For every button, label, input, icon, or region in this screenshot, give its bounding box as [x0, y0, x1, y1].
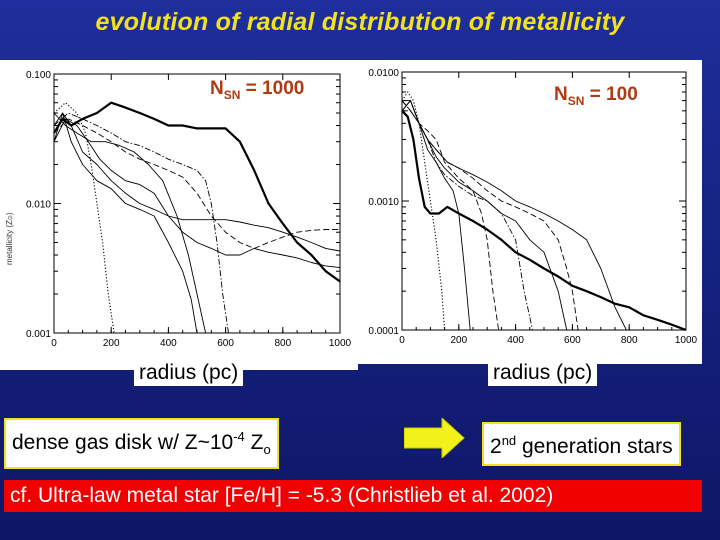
x-axis-label-left: radius (pc) [134, 360, 244, 386]
y-tick-label: 0.001 [26, 329, 51, 340]
slide-title: evolution of radial distribution of meta… [95, 8, 625, 36]
x-tick-label: 800 [274, 338, 291, 349]
nsn-100-label: NSN = 100 [554, 84, 638, 108]
x-tick-label: 400 [507, 335, 524, 346]
series-line-2 [53, 112, 341, 252]
y-tick-label: 0.0001 [368, 326, 399, 337]
x-tick-label: 400 [160, 338, 177, 349]
series-line-3 [53, 118, 341, 269]
y-tick-label: 0.0100 [368, 68, 399, 79]
x-axis-label-right: radius (pc) [488, 360, 598, 386]
citation-banner: cf. Ultra-law metal star [Fe/H] = -5.3 (… [4, 480, 702, 512]
x-tick-label: 1000 [675, 335, 698, 346]
x-tick-label: 800 [621, 335, 638, 346]
nsn-1000-label: NSN = 1000 [210, 78, 305, 102]
y-tick-label: 0.010 [26, 200, 51, 211]
x-tick-label: 200 [103, 338, 120, 349]
x-tick-label: 1000 [329, 338, 352, 349]
y-tick-label: 0.0010 [368, 197, 399, 208]
x-tick-label: 0 [51, 338, 57, 349]
chart-nsn-100: 0 200 400 600 800 1000 0.0001 0.0010 0.0100 [368, 68, 698, 346]
series-line-6 [401, 100, 500, 331]
y-tick-label: 0.100 [26, 70, 51, 81]
second-generation-box: 2nd generation stars [482, 422, 681, 466]
right-arrow-icon [404, 418, 465, 458]
x-tick-label: 0 [399, 335, 405, 346]
series-line-8 [401, 91, 446, 331]
series-line-3 [402, 110, 579, 331]
series-line-4 [53, 112, 198, 334]
chart-nsn-1000: 0 200 400 600 800 1000 0.001 0.010 0.100 metalli… [5, 70, 352, 349]
series-line-5 [53, 112, 207, 334]
series-line-1 [53, 101, 341, 283]
series-line-1 [401, 110, 687, 332]
series-line-4 [401, 100, 568, 331]
series-line-2 [402, 100, 627, 331]
series-line-6 [53, 118, 340, 249]
plot-frame [401, 71, 687, 331]
x-tick-label: 600 [564, 335, 581, 346]
x-tick-label: 200 [450, 335, 467, 346]
y-axis-label: metallicity (Z⊙) [5, 212, 14, 265]
series-line-7 [401, 100, 471, 331]
chart-panel-nsn-100: 0 200 400 600 800 1000 0.0001 0.0010 0.0100 NSN … [358, 60, 702, 364]
x-tick-label: 600 [217, 338, 234, 349]
chart-panel-nsn-1000: 0 200 400 600 800 1000 0.001 0.010 0.100 metalli… [0, 60, 358, 370]
dense-gas-disk-box: dense gas disk w/ Z~10-4 Zo [4, 418, 279, 470]
